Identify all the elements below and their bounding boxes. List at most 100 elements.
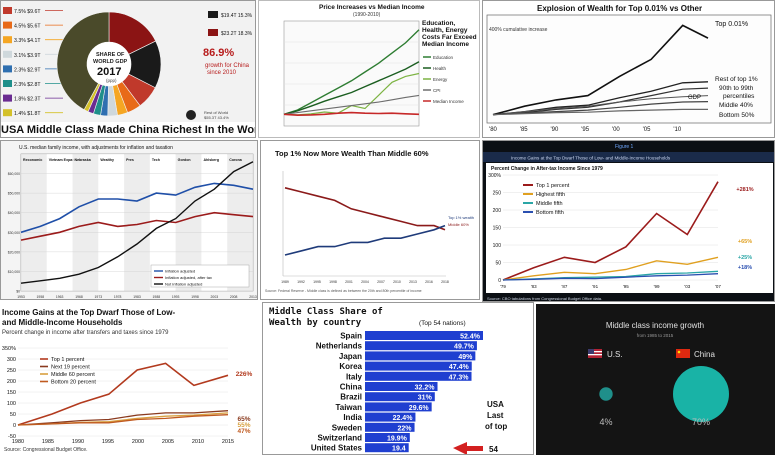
donut-center-year: 2017 <box>97 66 121 78</box>
country-label: Sweden <box>332 423 362 432</box>
wealth-series-gdp <box>492 95 709 116</box>
median-x-tick: 1993 <box>172 295 180 299</box>
wealth-series-bottom-50- <box>492 108 708 116</box>
cbo-y-tick: 50 <box>495 261 501 267</box>
wealth-share-series-top-1- <box>284 224 446 256</box>
gains-end-label: 226% <box>236 371 253 378</box>
bar-netherlands <box>365 341 477 351</box>
cbo-end-label: +65% <box>738 239 752 245</box>
price-series-median-income <box>283 111 420 117</box>
us-flag-icon <box>588 349 602 358</box>
usa-callout-2: Last <box>487 411 504 420</box>
gains-series-top-1-percent <box>17 362 229 426</box>
donut-center-line1: SHARE OF <box>96 52 125 58</box>
panel-cbo-change: Figure 1 Income Gains at the Top Dwarf T… <box>482 140 775 302</box>
median-series-inflation-adjusted <box>20 182 254 234</box>
cbo-source: Source: CBO tabulations from Congression… <box>487 296 602 301</box>
gains-y-tick: 0 <box>13 423 16 429</box>
cbo-y-tick: 100 <box>493 243 502 249</box>
cbo-title: Income Gains at the Top Dwarf Those of L… <box>511 156 671 161</box>
median-x-tick: 1958 <box>37 295 45 299</box>
country-flag-icon <box>3 50 12 58</box>
gains-legend-label: Top 1 percent <box>51 357 85 363</box>
top1-label: Top 1% wealth <box>448 215 474 220</box>
country-label: Japan <box>339 352 362 361</box>
country-flag-icon <box>3 65 12 73</box>
panel-gdp-donut: 7.5% $9.6T 4.5% $5.6T 3.3% $4.1T 3.1% $3.9T… <box>0 0 256 138</box>
middle-share-svg: Middle Class Share of Wealth by country … <box>269 306 507 454</box>
cbo-end-label: +18% <box>738 265 752 271</box>
cbo-change-svg: Figure 1 Income Gains at the Top Dwarf T… <box>483 141 774 301</box>
gains-end-label: 65% <box>237 416 250 423</box>
panel-income-gains: Income Gains at the Top Dwarf Those of L… <box>0 302 260 455</box>
bar-brazil <box>365 392 435 402</box>
share-title-2: Wealth by country <box>269 318 362 328</box>
share-x-tick: 2001 <box>345 280 353 284</box>
figure-link[interactable]: Figure 1 <box>615 144 634 150</box>
cbo-y-tick: 300% <box>488 173 501 179</box>
country-label: China <box>340 383 363 392</box>
share-x-tick: 2013 <box>409 280 417 284</box>
left-gdp-row: 4.5% $5.6T <box>14 24 41 30</box>
wealth-x-tick: '90 <box>551 127 559 133</box>
china-growth-text-1: growth for China <box>205 63 250 69</box>
label-percentiles: percentiles <box>723 93 755 100</box>
usa-callout-3: of top <box>485 422 507 431</box>
wealth-series-top-0-01- <box>492 24 709 116</box>
gains-y-tick: 200 <box>7 379 16 385</box>
era-label: Nebraska <box>75 158 92 162</box>
price-note-2: Health, Energy <box>422 27 468 34</box>
label-rest-top1: Rest of top 1% <box>715 76 758 83</box>
china-growth-text-2: since 2010 <box>207 70 237 76</box>
price-series-cpi <box>283 94 420 115</box>
median-y-tick: $20,000 <box>8 250 20 254</box>
price-legend-label: Education <box>433 55 454 60</box>
cbo-legend-label: Highest fifth <box>536 192 565 198</box>
bar-value-label: 49% <box>458 354 473 361</box>
growth-bubble-us <box>599 387 613 401</box>
income-growth-svg: Middle class income growth from 1985 to … <box>588 321 729 427</box>
era-label: Pres <box>126 158 134 162</box>
cbo-x-tick: '79 <box>500 284 506 289</box>
era-label: Ahlsberg <box>203 158 219 162</box>
wealth-x-tick: '05 <box>643 127 651 133</box>
era-label: Wealthy <box>100 158 114 162</box>
share-x-tick: 2010 <box>393 280 401 284</box>
gains-end-label: 47% <box>237 428 250 435</box>
usa-callout-4: 54 <box>489 445 498 454</box>
cbo-x-tick: '83 <box>531 284 537 289</box>
left-gdp-row: 1.8% $2.3T <box>14 97 41 103</box>
left-gdp-row: 3.3% $4.1T <box>14 38 41 44</box>
median-y-tick: $40,000 <box>8 211 20 215</box>
left-gdp-row: 2.3% $2.9T <box>14 67 41 73</box>
median-x-tick: 2008 <box>230 295 238 299</box>
gains-subtitle: Percent change in income after transfers… <box>2 330 169 336</box>
median-series-not-inflation-adjusted <box>20 161 254 284</box>
country-label: United States <box>311 444 363 453</box>
cbo-x-tick: '87 <box>561 284 567 289</box>
median-legend-box <box>150 264 250 288</box>
median-x-tick: 1978 <box>114 295 122 299</box>
price-note-3: Costs Far Exceed <box>422 34 477 41</box>
gains-x-tick: 2000 <box>132 439 144 445</box>
median-series-inflation-adjusted-after-tax <box>20 211 254 241</box>
median-x-tick: 2013 <box>249 295 257 299</box>
bar-italy <box>365 371 472 381</box>
usa-arrow-icon <box>453 442 483 454</box>
label-bottom50: Bottom 50% <box>719 112 755 119</box>
era-label: Corona <box>229 158 243 162</box>
cbo-legend-label: Top 1 percent <box>536 183 570 189</box>
rest-world-value: $55.3T 43.4% <box>204 115 229 120</box>
price-increases-svg: Price Increases vs Median Income (1990-2… <box>283 4 477 127</box>
median-x-tick: 1973 <box>95 295 103 299</box>
bar-india <box>365 412 416 422</box>
gains-legend-label: Next 19 percent <box>51 365 90 371</box>
median-income-svg: U.S. median family income, with adjustme… <box>8 145 257 299</box>
us-growth-value: 4% <box>599 417 612 427</box>
gains-title-2: and Middle-Income Households <box>2 318 123 327</box>
bar-sweden <box>365 422 415 432</box>
share-x-tick: 1995 <box>313 280 321 284</box>
country-label: India <box>343 413 362 422</box>
price-note-1: Education, <box>422 20 455 27</box>
china-label: China <box>694 350 715 359</box>
